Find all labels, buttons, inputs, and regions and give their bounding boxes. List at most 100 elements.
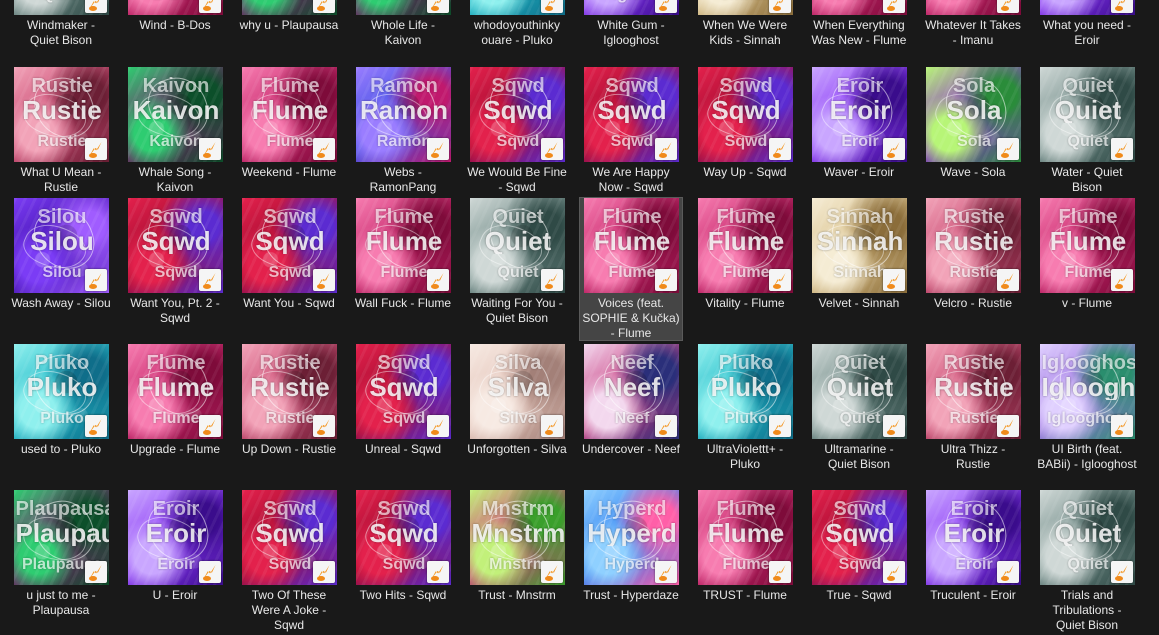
- album-art-thumbnail: PlaupausaPlaupausaPlaupausa: [13, 490, 109, 585]
- file-name-label: Velvet - Sinnah: [818, 296, 900, 310]
- album-art-text: Rustie: [259, 352, 321, 374]
- file-item[interactable]: IglooIglooIgloo White Gum - Iglooghost: [579, 0, 683, 48]
- file-item[interactable]: IglooghostIglooghostIglooghostUI Birth (…: [1035, 344, 1139, 472]
- file-item[interactable]: Sqwd Sqwd Sqwd Way Up - Sqwd: [693, 67, 797, 180]
- file-item[interactable]: Sqwd Sqwd Sqwd Want You - Sqwd: [237, 198, 341, 311]
- file-item[interactable]: ImanuImanuImanu Whatever It Takes - Imanu: [921, 0, 1025, 48]
- file-item[interactable]: Kaivon Kaivon Kaivon Whale Song - Kaivon: [123, 67, 227, 195]
- file-item[interactable]: Rustie Rustie Rustie What U Mean - Rustie: [9, 67, 113, 195]
- album-art-text: Silva: [499, 410, 537, 427]
- file-item[interactable]: Neef Neef Neef Undercover - Neef: [579, 344, 683, 457]
- file-item[interactable]: Flume Flume Flume Wall Fuck - Flume: [351, 198, 455, 311]
- album-art-text: Sqwd: [483, 97, 553, 123]
- file-name-label: Whole Life - Kaivon: [370, 18, 436, 47]
- file-item[interactable]: Quiet Quiet Quiet Trials and Tribulations -…: [1035, 490, 1139, 633]
- file-item[interactable]: Mnstrm Mnstrm Mnstrm Trust - Mnstrm: [465, 490, 569, 603]
- file-item[interactable]: Ramon Ramon Ramon Webs - RamonPang: [351, 67, 455, 195]
- file-name-label: U - Eroir: [152, 588, 198, 602]
- file-item[interactable]: Sqwd Sqwd Sqwd We Would Be Fine - Sqwd: [465, 67, 569, 195]
- file-item[interactable]: Flume Flume Flume Upgrade - Flume: [123, 344, 227, 457]
- file-item[interactable]: Sqwd Sqwd Sqwd Two Hits - Sqwd: [351, 490, 455, 603]
- file-item[interactable]: Rustie Rustie Rustie Ultra Thizz - Rustie: [921, 344, 1025, 472]
- file-name-label: Velcro - Rustie: [933, 296, 1013, 310]
- album-art-text: Pluko: [724, 410, 768, 427]
- album-art-text: Flume: [716, 206, 776, 228]
- album-art-thumbnail: Sqwd Sqwd Sqwd: [355, 490, 451, 585]
- file-item[interactable]: Quiet Quiet Quiet Water - Quiet Bison: [1035, 67, 1139, 195]
- file-name-label: Unforgotten - Silva: [467, 442, 567, 456]
- file-item[interactable]: Sqwd Sqwd Sqwd We Are Happy Now - Sqwd: [579, 67, 683, 195]
- album-art-text: Quiet: [1067, 133, 1109, 150]
- vlc-file-type-icon: [540, 415, 563, 437]
- vlc-file-type-icon: [882, 269, 905, 291]
- album-art-text: Ramon: [359, 97, 449, 123]
- album-art-text: Rustie: [943, 206, 1005, 228]
- file-item[interactable]: Eroir Eroir Eroir Waver - Eroir: [807, 67, 911, 180]
- album-art-text: Silou: [30, 228, 94, 254]
- file-name-label: Upgrade - Flume: [129, 442, 221, 456]
- file-item[interactable]: Rustie Rustie Rustie Up Down - Rustie: [237, 344, 341, 457]
- album-art-thumbnail: Sqwd Sqwd Sqwd: [697, 67, 793, 162]
- file-item[interactable]: PlauPlauPlau why u - Plaupausa: [237, 0, 341, 33]
- file-item[interactable]: Quiet Quiet Quiet Ultramarine - Quiet Bison: [807, 344, 911, 472]
- album-art-text: Flume: [722, 264, 770, 281]
- file-item[interactable]: Sqwd Sqwd Sqwd Unreal - Sqwd: [351, 344, 455, 457]
- album-art-text: Flume: [722, 556, 770, 573]
- file-item[interactable]: Flume Flume Flume TRUST - Flume: [693, 490, 797, 603]
- vlc-file-type-icon: [1110, 269, 1133, 291]
- album-art-text: Sqwd: [382, 556, 426, 573]
- file-name-label: Truculent - Eroir: [930, 588, 1016, 602]
- album-art-thumbnail: Neef Neef Neef: [583, 344, 679, 439]
- file-item[interactable]: Sinnah Sinnah Sinnah Velvet - Sinnah: [807, 198, 911, 311]
- file-name-label: We Would Be Fine - Sqwd: [467, 165, 567, 194]
- file-item[interactable]: Flume Flume Flume Voices (feat. SOPHIE & Ku…: [579, 197, 683, 341]
- file-item[interactable]: Pluko Pluko Pluko UltraViolettt+ - Pluko: [693, 344, 797, 472]
- album-art-text: Silva: [494, 352, 542, 374]
- album-art-text: Eroir: [829, 97, 891, 123]
- album-art-text: Quiet: [1054, 520, 1122, 546]
- album-art-text: Flume: [251, 97, 329, 123]
- file-item[interactable]: B-DosB-DosB-Dos Wind - B-Dos: [123, 0, 227, 33]
- file-item[interactable]: Sqwd Sqwd Sqwd Two Of These Were A Joke - S…: [237, 490, 341, 633]
- vlc-file-type-icon: [768, 0, 791, 13]
- file-item[interactable]: Sqwd Sqwd Sqwd True - Sqwd: [807, 490, 911, 603]
- album-art-text: Silou: [42, 264, 82, 281]
- file-item[interactable]: Silou Silou Silou Wash Away - Silou: [9, 198, 113, 311]
- album-art-text: Quiet: [1062, 498, 1114, 520]
- file-item[interactable]: Eroir Eroir Eroir U - Eroir: [123, 490, 227, 603]
- file-item[interactable]: Rustie Rustie Rustie Velcro - Rustie: [921, 198, 1025, 311]
- file-item[interactable]: Flume Flume Flume Weekend - Flume: [237, 67, 341, 180]
- file-item[interactable]: Flume Flume Flume v - Flume: [1035, 198, 1139, 311]
- vlc-file-type-icon: [1110, 415, 1133, 437]
- album-art-text: Pluko: [472, 0, 565, 8]
- album-art-text: Sqwd: [838, 556, 882, 573]
- vlc-file-type-icon: [882, 138, 905, 160]
- file-item[interactable]: Sola Sola Sola Wave - Sola: [921, 67, 1025, 180]
- file-item[interactable]: Pluko Pluko Pluko used to - Pluko: [9, 344, 113, 457]
- file-name-label: v - Flume: [1061, 296, 1112, 310]
- file-item[interactable]: Eroir Eroir Eroir Truculent - Eroir: [921, 490, 1025, 603]
- album-art-text: Sqwd: [255, 520, 325, 546]
- file-item[interactable]: Silva Silva Silva Unforgotten - Silva: [465, 344, 569, 457]
- file-item[interactable]: Flume Flume Flume Vitality - Flume: [693, 198, 797, 311]
- file-item[interactable]: Sqwd Sqwd Sqwd Want You, Pt. 2 - Sqwd: [123, 198, 227, 326]
- album-art-text: Plaupausa: [15, 520, 109, 546]
- file-name-label: When We Were Kids - Sinnah: [702, 18, 788, 47]
- album-art-text: Flume: [266, 133, 314, 150]
- file-item[interactable]: Hyperd Hyperd Hyperd Trust - Hyperdaze: [579, 490, 683, 603]
- file-item[interactable]: Quiet Quiet Quiet Waiting For You - Quiet B…: [465, 198, 569, 326]
- file-name-label: Waver - Eroir: [823, 165, 895, 179]
- file-name-label: Two Hits - Sqwd: [359, 588, 447, 602]
- file-item[interactable]: PlaupausaPlaupausaPlaupausau just to me …: [9, 490, 113, 618]
